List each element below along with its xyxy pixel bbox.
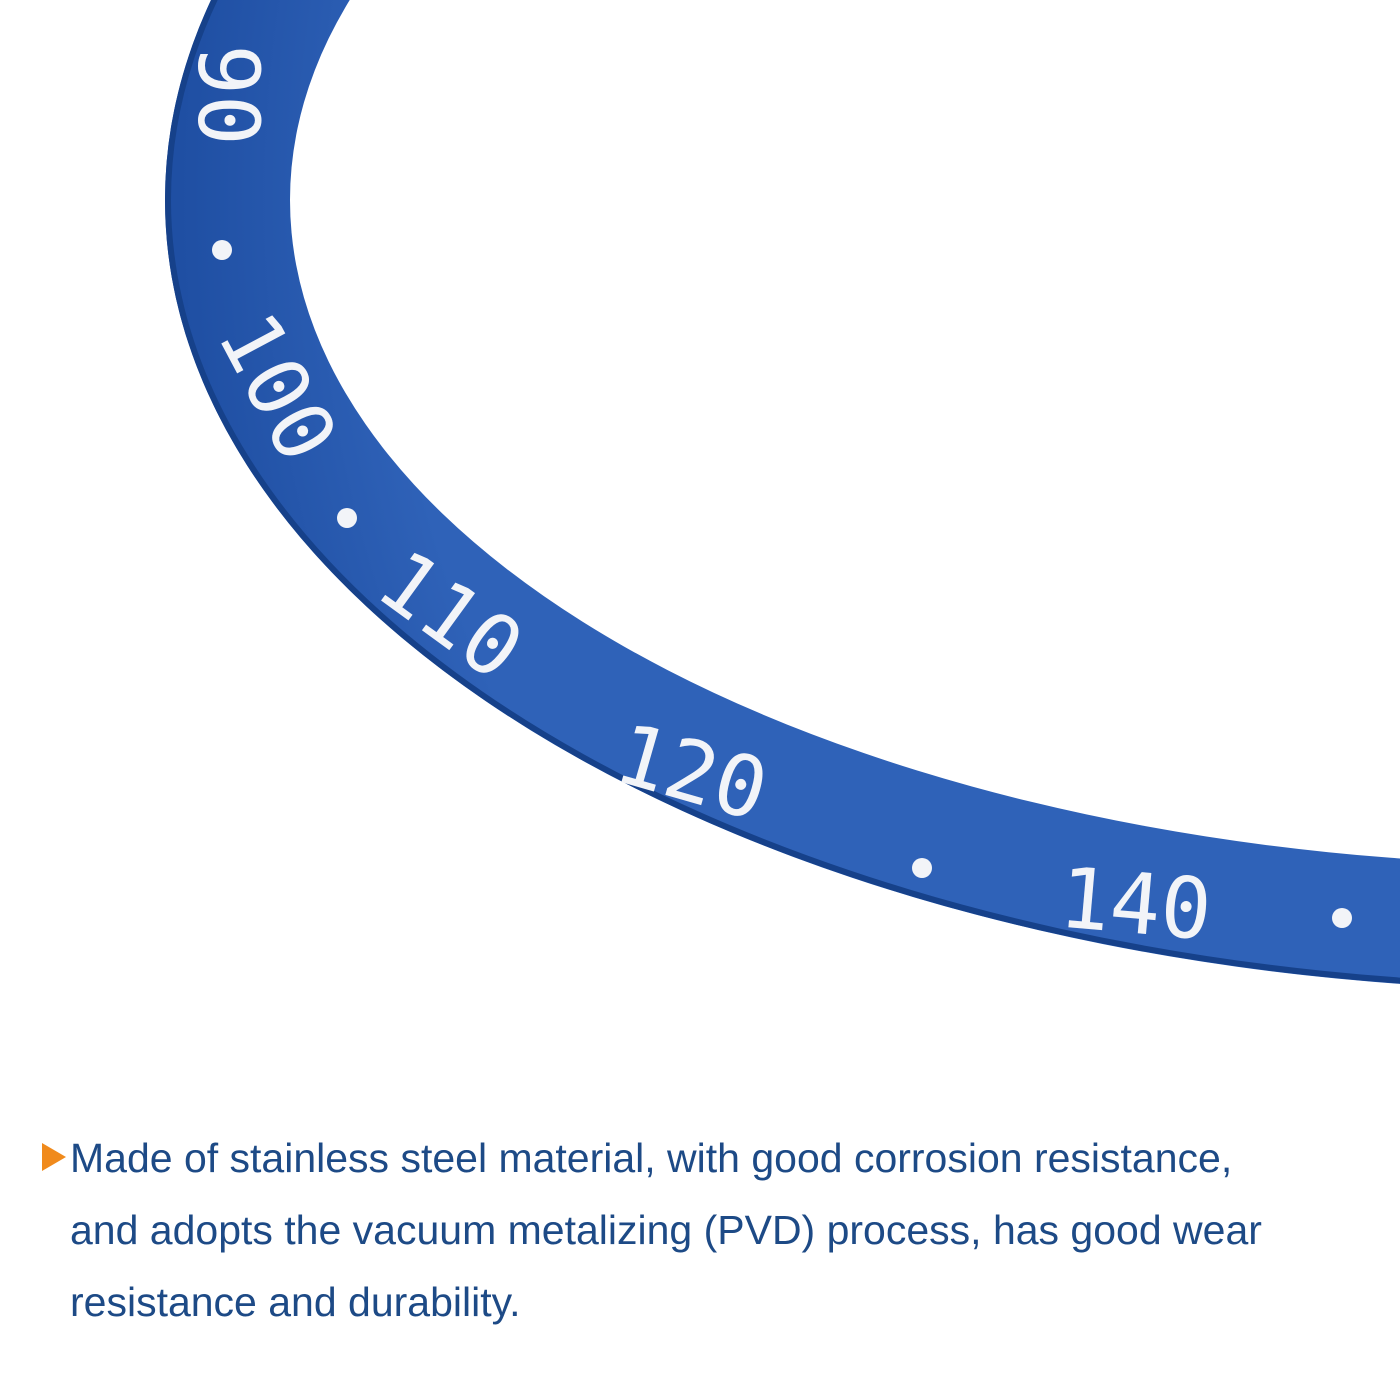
description-line: and adopts the vacuum metalizing (PVD) p… [70,1207,1262,1253]
bezel-label: 90 [179,44,277,145]
bezel-ring [165,0,1400,984]
ring-edge [165,0,1400,984]
bezel-dot [912,858,932,878]
bezel-dot [1332,908,1352,928]
bullet-arrow [42,1143,66,1171]
bezel-dot [337,508,357,528]
bezel-label: 140 [1056,849,1216,960]
description-line: Made of stainless steel material, with g… [70,1135,1233,1181]
bezel-dot [212,240,232,260]
description-line: resistance and durability. [70,1279,521,1325]
